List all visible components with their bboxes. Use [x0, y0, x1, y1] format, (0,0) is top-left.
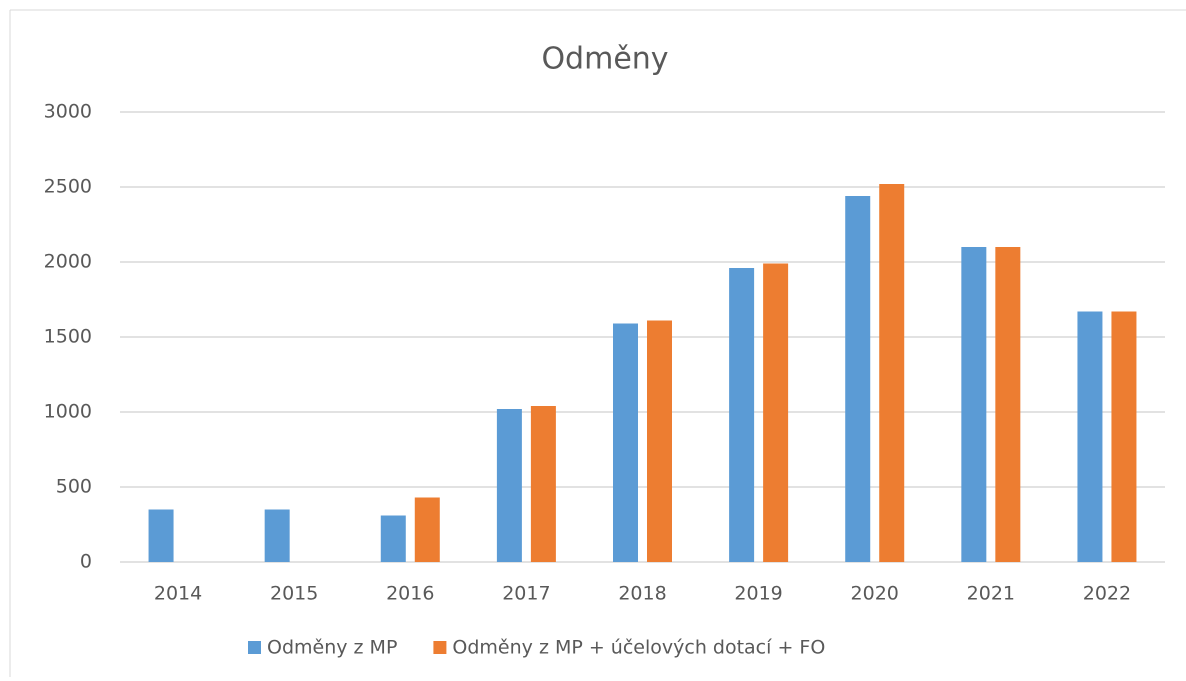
bar — [1111, 311, 1137, 562]
bar — [1077, 311, 1103, 562]
bar — [414, 497, 440, 562]
bar — [961, 247, 987, 562]
x-tick-label: 2019 — [734, 583, 782, 605]
bar — [729, 268, 755, 562]
y-tick-label: 0 — [80, 551, 92, 573]
x-tick-label: 2015 — [270, 583, 318, 605]
x-tick-label: 2020 — [851, 583, 899, 605]
y-tick-label: 1500 — [44, 326, 92, 348]
x-tick-label: 2021 — [967, 583, 1015, 605]
chart-title: Odměny — [541, 42, 668, 77]
legend-swatch — [433, 641, 447, 654]
bar — [995, 247, 1021, 562]
bar — [530, 406, 556, 562]
bar — [879, 184, 905, 562]
legend-label: Odměny z MP + účelových dotací + FO — [452, 637, 825, 659]
legend-label: Odměny z MP — [267, 637, 397, 659]
bar — [845, 196, 871, 562]
y-tick-label: 2500 — [44, 176, 92, 198]
bar — [647, 320, 672, 562]
x-tick-label: 2017 — [502, 583, 550, 605]
x-tick-label: 2014 — [154, 583, 202, 605]
bar — [380, 515, 406, 562]
bar — [496, 409, 522, 562]
x-tick-label: 2018 — [618, 583, 666, 605]
x-tick-label: 2016 — [386, 583, 434, 605]
y-tick-label: 500 — [56, 476, 92, 498]
bar — [613, 323, 638, 562]
bar — [148, 509, 174, 562]
y-tick-label: 2000 — [44, 251, 92, 273]
legend-swatch — [248, 641, 261, 654]
y-tick-label: 3000 — [44, 101, 92, 123]
x-tick-label: 2022 — [1083, 583, 1131, 605]
y-tick-label: 1000 — [44, 401, 92, 423]
bar — [763, 263, 789, 562]
bar — [264, 509, 290, 562]
